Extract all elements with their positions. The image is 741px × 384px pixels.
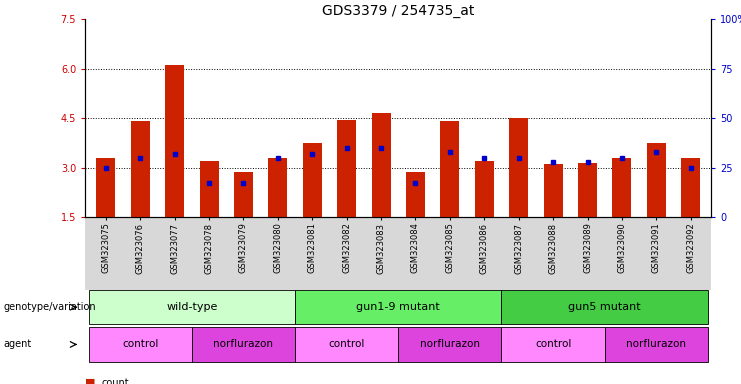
Text: gun5 mutant: gun5 mutant (568, 302, 641, 312)
Bar (372, 113, 391, 217)
Bar (199, 161, 219, 217)
Bar (131, 121, 150, 217)
Text: control: control (122, 339, 159, 349)
Bar (268, 158, 288, 217)
Text: count: count (102, 378, 129, 384)
Text: norflurazon: norflurazon (626, 339, 686, 349)
Bar (509, 118, 528, 217)
Bar (165, 65, 184, 217)
Bar (475, 161, 494, 217)
Bar (578, 162, 597, 217)
Bar (96, 158, 116, 217)
Bar (544, 164, 562, 217)
Text: norflurazon: norflurazon (213, 339, 273, 349)
Bar (613, 158, 631, 217)
Bar (440, 121, 459, 217)
Text: ■: ■ (85, 378, 96, 384)
Text: gun1-9 mutant: gun1-9 mutant (356, 302, 440, 312)
Text: genotype/variation: genotype/variation (4, 302, 96, 312)
Title: GDS3379 / 254735_at: GDS3379 / 254735_at (322, 4, 474, 18)
Text: control: control (328, 339, 365, 349)
Text: control: control (535, 339, 571, 349)
Bar (647, 143, 665, 217)
Text: norflurazon: norflurazon (420, 339, 480, 349)
Bar (681, 158, 700, 217)
Bar (406, 172, 425, 217)
Bar (234, 172, 253, 217)
Text: agent: agent (4, 339, 32, 349)
Text: wild-type: wild-type (166, 302, 218, 312)
Bar (303, 143, 322, 217)
Bar (337, 120, 356, 217)
